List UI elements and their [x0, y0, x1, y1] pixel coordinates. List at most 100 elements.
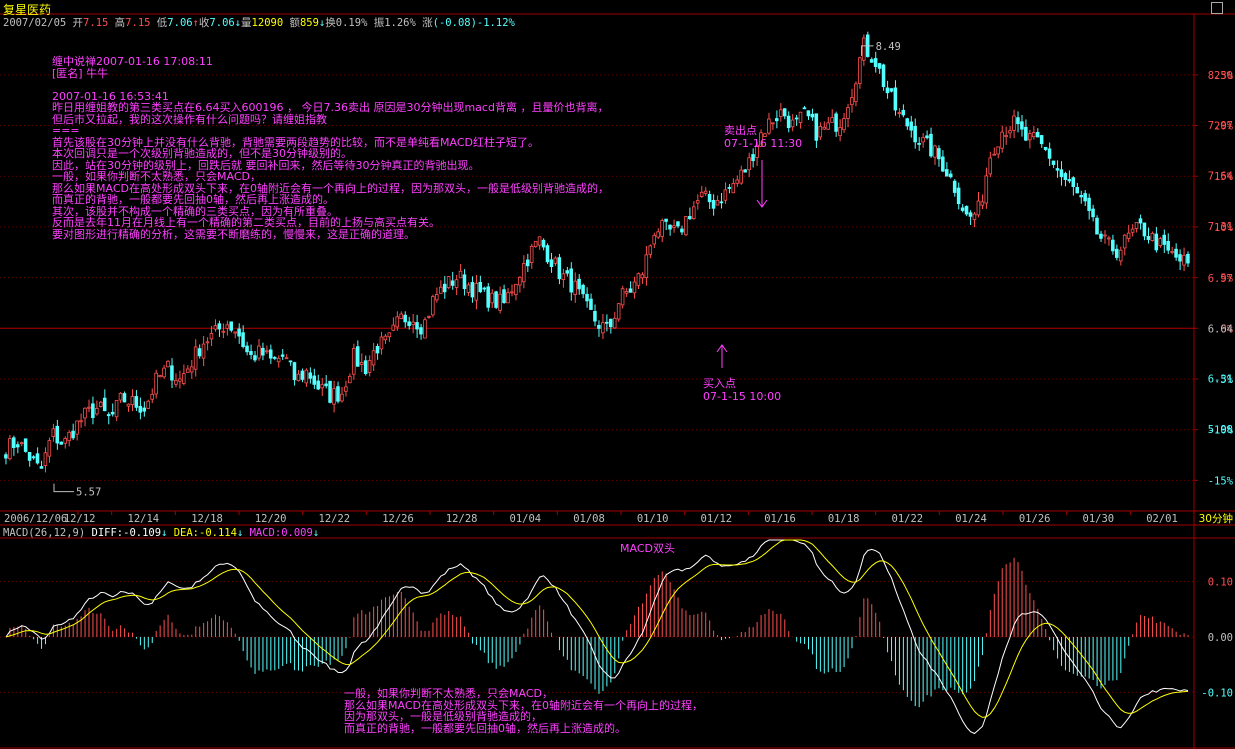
candle: [688, 207, 692, 221]
candle-body: [846, 107, 850, 119]
candle-body: [1075, 187, 1080, 194]
candle-body: [95, 408, 99, 415]
candle: [861, 34, 866, 66]
x-tick-label: 12/14: [128, 513, 160, 525]
candle-body: [391, 324, 396, 331]
arrow-down-icon: ↓: [318, 17, 326, 29]
candle-body: [300, 370, 305, 380]
candle-body: [261, 347, 265, 356]
x-tick-label: 12/26: [382, 513, 414, 525]
candle-body: [67, 431, 71, 442]
candle-body: [75, 420, 79, 435]
candle-body: [755, 144, 759, 158]
candle-body: [344, 386, 348, 392]
pct-tick-label: 0%: [1220, 323, 1233, 335]
candle-body: [1016, 117, 1020, 125]
candle-body: [636, 273, 641, 286]
candle-body: [948, 173, 953, 178]
candle: [660, 218, 664, 243]
pct-tick-label: 20%: [1214, 121, 1234, 133]
candle: [344, 380, 348, 397]
arrow-down-icon: ↓: [234, 17, 242, 29]
candle: [628, 281, 633, 293]
candle: [608, 318, 613, 334]
candle-body: [328, 380, 332, 403]
candle: [359, 353, 364, 373]
candle-body: [921, 137, 925, 143]
candle-body: [494, 291, 498, 308]
candle: [367, 355, 372, 377]
candle-body: [1024, 126, 1028, 141]
candle: [450, 271, 455, 290]
x-tick-label: 02/01: [1146, 513, 1178, 525]
candle: [411, 313, 415, 334]
candle-body: [652, 234, 657, 245]
candle-body: [265, 350, 269, 353]
annotation-line: 一般，如果你判断不太熟悉，只会MACD，: [52, 170, 261, 183]
candle-body: [881, 64, 886, 88]
candle-body: [664, 218, 668, 222]
candle: [23, 438, 28, 453]
candle-body: [122, 393, 127, 403]
close-icon[interactable]: [1211, 2, 1223, 14]
candle-body: [854, 83, 858, 103]
candle: [561, 268, 566, 288]
candle: [490, 289, 494, 308]
x-tick-label: 12/28: [446, 513, 478, 525]
candle-body: [1091, 208, 1095, 218]
candle-body: [1170, 251, 1174, 253]
candle-body: [830, 117, 834, 123]
candle: [134, 390, 139, 411]
candle-body: [767, 118, 771, 134]
candle: [636, 272, 641, 290]
candle: [98, 400, 103, 408]
x-tick-label: 01/16: [764, 513, 796, 525]
candle: [51, 423, 56, 442]
candle: [684, 216, 688, 237]
candle-body: [909, 121, 913, 131]
candle: [533, 240, 538, 248]
candle: [304, 368, 309, 387]
candle-body: [83, 407, 87, 419]
candle: [324, 375, 328, 389]
candle-body: [525, 259, 530, 267]
x-tick-label: 01/08: [573, 513, 605, 525]
candle-body: [810, 113, 815, 118]
candle: [778, 103, 783, 122]
candle: [399, 311, 403, 320]
candle-body: [146, 400, 150, 409]
candle-body: [375, 346, 380, 354]
candle: [1079, 190, 1083, 204]
amplitude-label: 振: [373, 17, 385, 29]
candle: [996, 146, 1000, 159]
candle-body: [126, 403, 131, 407]
candle-body: [12, 437, 16, 448]
candle: [1028, 129, 1032, 149]
candle: [846, 103, 850, 128]
x-tick-label: 01/24: [955, 513, 987, 525]
candle: [545, 243, 550, 265]
candle: [138, 397, 143, 420]
arrow-up-icon: ↑: [192, 17, 199, 29]
candle: [15, 441, 20, 454]
candle-body: [59, 441, 64, 445]
candle: [221, 323, 226, 339]
candle-body: [31, 456, 36, 459]
candle-body: [715, 199, 720, 206]
diff-value: DIFF:-0.109: [91, 527, 162, 539]
candle-body: [114, 400, 119, 418]
arrow-down-icon: ↓: [236, 527, 244, 539]
candle: [1083, 190, 1087, 207]
candle-body: [569, 268, 573, 293]
candle: [648, 244, 653, 259]
amplitude-value: 1.26%: [384, 17, 416, 29]
candle: [102, 389, 107, 412]
candle: [1095, 215, 1099, 235]
candle: [739, 165, 743, 185]
candle: [1103, 230, 1107, 244]
candle-body: [506, 292, 510, 304]
pct-tick-label: -5%: [1214, 374, 1234, 386]
candle-body: [249, 351, 253, 355]
candle-body: [699, 191, 704, 197]
